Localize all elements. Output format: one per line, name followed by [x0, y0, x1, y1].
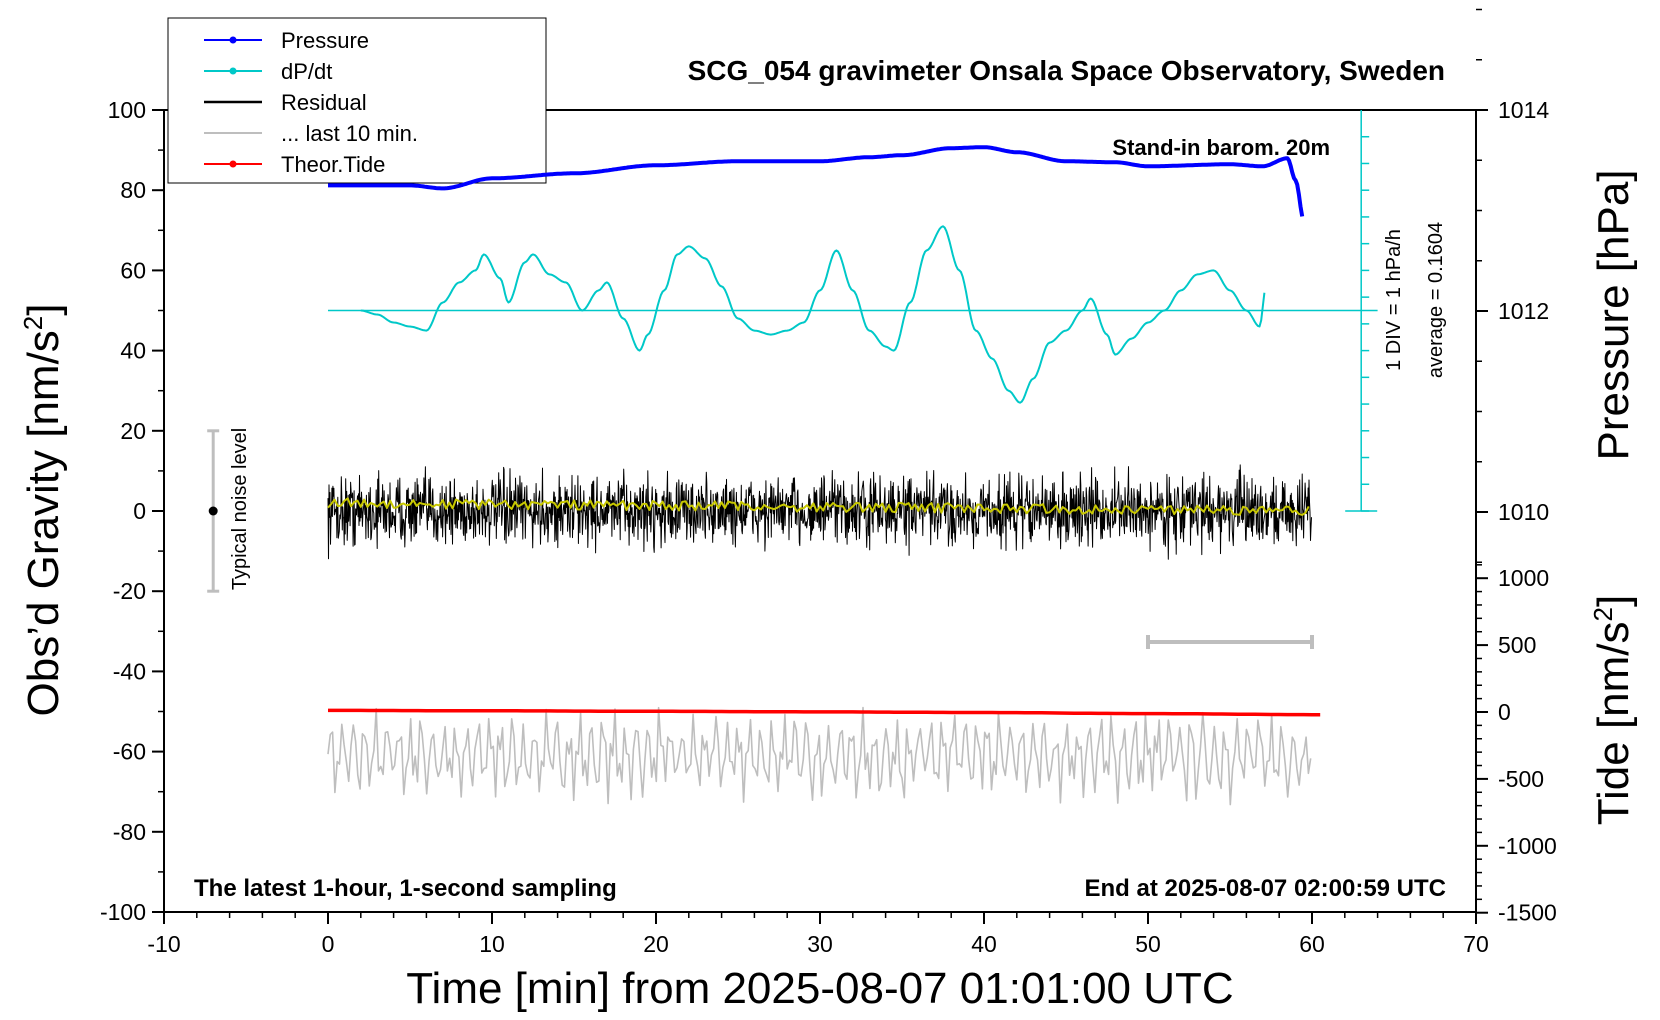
bottom-right-annotation: End at 2025-08-07 02:00:59 UTC	[1085, 875, 1447, 902]
dpdt-series-line	[360, 225, 1266, 404]
y-axis-label-tide-sup: 2	[1588, 607, 1618, 621]
tide-series-line	[328, 708, 1321, 717]
y-tick-label: 60	[120, 257, 146, 283]
axes: -10 0 10 20 30 40 50 60 70-100-80-60-40-20020406…	[100, 8, 1557, 957]
y-axis-label-left-text: Obs’d Gravity [nm/s	[19, 330, 68, 716]
chart-title: SCG_054 gravimeter Onsala Space Observat…	[688, 55, 1445, 86]
legend-label: Residual	[281, 90, 367, 115]
legend-marker	[229, 160, 237, 168]
y-tick-label: 100	[108, 97, 146, 123]
tide-tick-label: -500	[1498, 766, 1544, 792]
tide-tick-label: -1500	[1498, 900, 1557, 926]
x-tick-label: 50	[1135, 931, 1161, 957]
x-tick-label: 20	[643, 931, 669, 957]
legend-marker	[229, 67, 237, 75]
x-tick-label: 10	[479, 931, 505, 957]
noise-annotation: Typical noise level	[229, 428, 251, 590]
legend-label: ... last 10 min.	[281, 121, 418, 146]
legend-box	[167, 17, 547, 184]
pressure-tick-label: 1010	[1498, 499, 1549, 525]
x-tick-label: 60	[1299, 931, 1325, 957]
legend-label: dP/dt	[281, 59, 332, 84]
pressure-tick-label: 1012	[1498, 298, 1549, 324]
y-axis-label-tide: Tide [nm/s2]	[1588, 595, 1638, 825]
residual-smoothed-line	[327, 497, 1310, 516]
legend-label: Theor.Tide	[281, 152, 385, 177]
div-annotation: 1 DIV = 1 hPa/h	[1383, 229, 1405, 371]
x-tick-label: 0	[322, 931, 335, 957]
y-tick-label: -80	[113, 819, 146, 845]
x-tick-label: 40	[971, 931, 997, 957]
tide-tick-label: 0	[1498, 699, 1511, 725]
tide-tick-label: 500	[1498, 632, 1536, 658]
pressure-series-line	[327, 145, 1305, 217]
y-tick-label: -100	[100, 899, 146, 925]
y-axis-label-tide-text: Tide [nm/s	[1589, 621, 1638, 825]
x-axis-label: Time [min] from 2025-08-07 01:01:00 UTC	[406, 964, 1233, 1013]
plot-series	[207, 110, 1378, 806]
y-tick-label: -60	[113, 739, 146, 765]
last10-series-line	[327, 706, 1312, 806]
x-tick-label: 70	[1463, 931, 1489, 957]
x-tick-label: 30	[807, 931, 833, 957]
y-axis-label-left-tail: ]	[19, 303, 68, 315]
y-tick-label: 0	[133, 498, 146, 524]
y-tick-label: 80	[120, 177, 146, 203]
y-axis-label-left: Obs’d Gravity [nm/s2]	[18, 303, 68, 716]
legend: Pressure dP/dt Residual ... last 10 min. The…	[167, 17, 547, 184]
average-annotation: average = 0.1604	[1425, 222, 1447, 378]
barometer-annotation: Stand-in barom. 20m	[1112, 135, 1330, 160]
y-tick-label: -20	[113, 578, 146, 604]
x-tick-label: -10	[147, 931, 180, 957]
noise-bar-dot	[208, 506, 218, 516]
tide-tick-label: 1000	[1498, 565, 1549, 591]
y-axis-label-tide-tail: ]	[1589, 595, 1638, 607]
pressure-tick-label: 1014	[1498, 97, 1549, 123]
y-axis-label-pressure: Pressure [hPa]	[1589, 169, 1638, 460]
legend-label: Pressure	[281, 28, 369, 53]
legend-marker	[229, 36, 237, 44]
y-tick-label: 40	[120, 338, 146, 364]
bottom-left-annotation: The latest 1-hour, 1-second sampling	[194, 875, 617, 902]
tide-tick-label: -1000	[1498, 833, 1557, 859]
y-tick-label: -40	[113, 658, 146, 684]
y-tick-label: 20	[120, 418, 146, 444]
y-axis-label-left-sup: 2	[18, 316, 48, 330]
